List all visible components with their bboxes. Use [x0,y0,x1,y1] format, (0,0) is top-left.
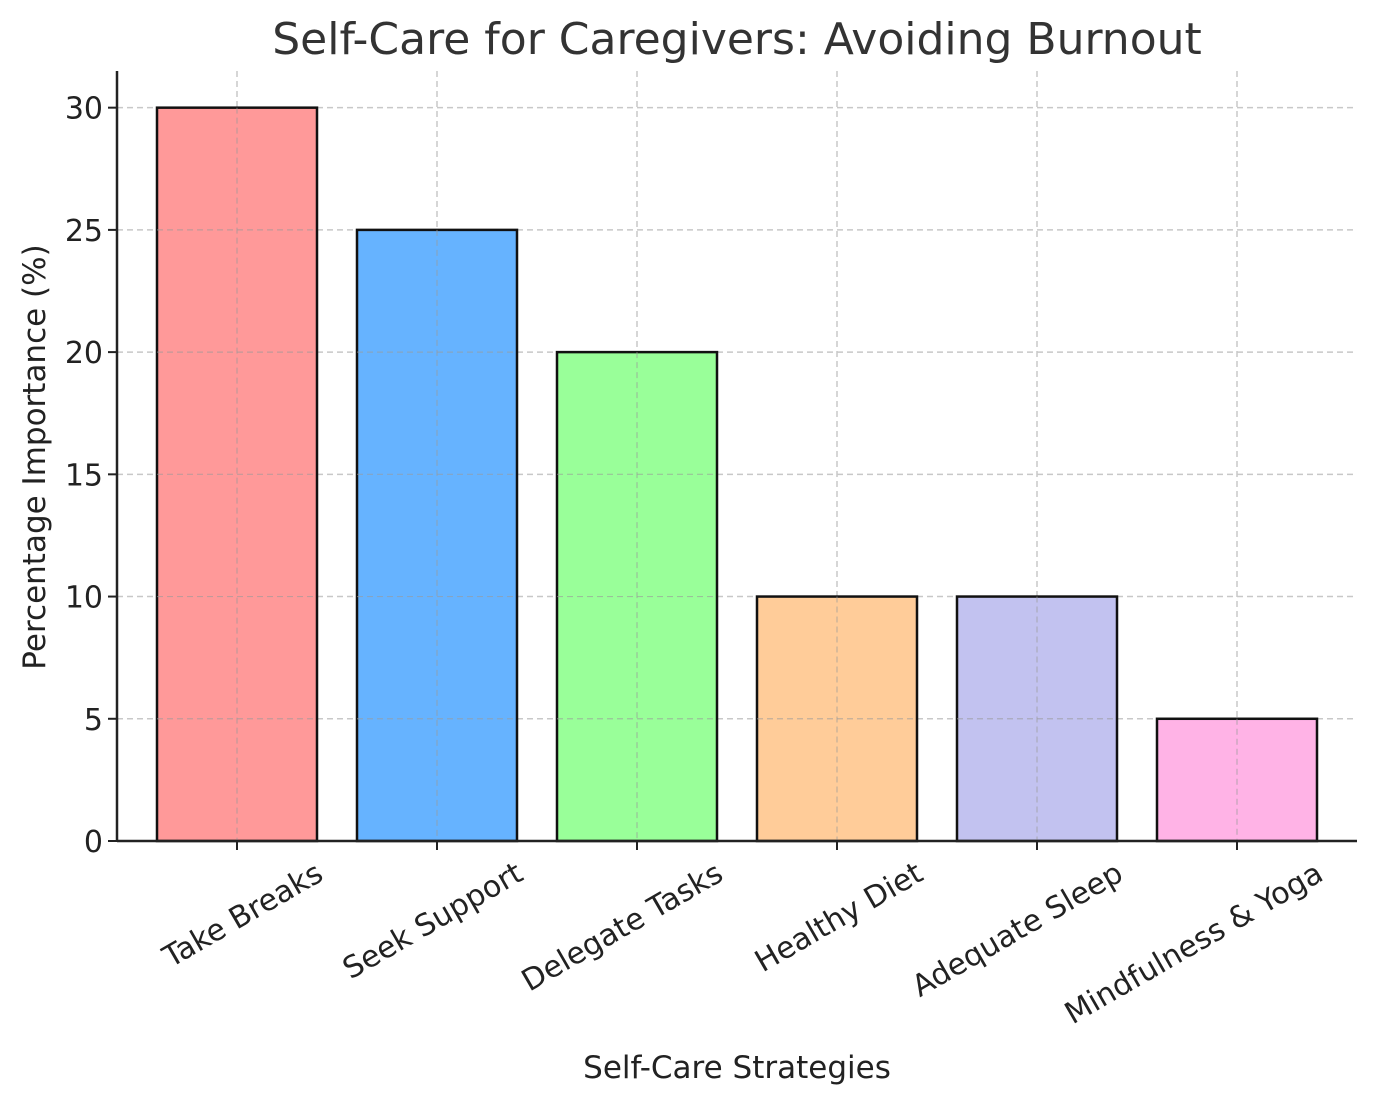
y-axis-label: Percentage Importance (%) [17,244,53,669]
y-tick-label: 5 [84,703,103,738]
x-tick-label: Delegate Tasks [516,856,729,999]
y-tick-label: 15 [65,458,103,493]
axes [115,71,1357,843]
y-tick-label: 20 [65,336,103,371]
chart-title: Self-Care for Caregivers: Avoiding Burno… [272,14,1202,65]
x-axis-label: Self-Care Strategies [583,1050,891,1086]
y-tick-label: 0 [84,825,103,860]
x-tick-label: Healthy Diet [749,856,929,980]
y-tick-label: 10 [65,581,103,616]
y-tick-label: 30 [65,92,103,127]
y-tick-label: 25 [65,214,103,249]
x-tick-label: Take Breaks [156,856,329,976]
bars [155,106,1319,843]
y-ticks: 0 5 10 15 20 25 30 [65,92,117,860]
x-tick-label: Seek Support [337,856,529,987]
